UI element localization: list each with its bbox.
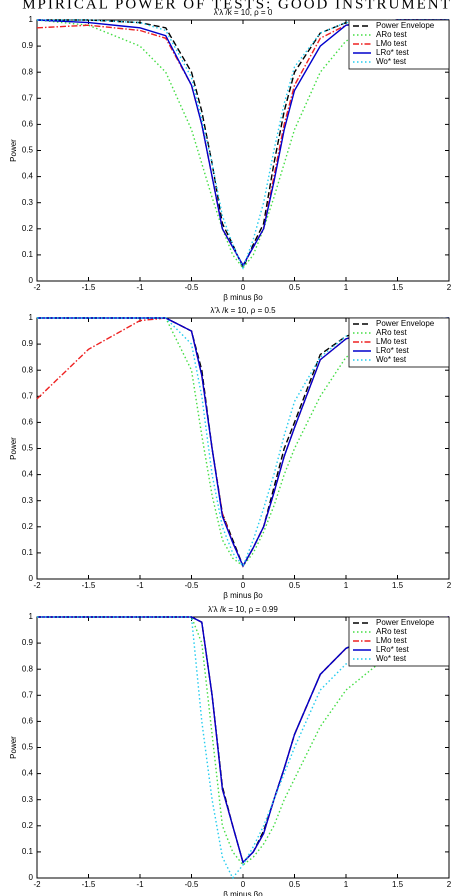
- x-tick-label: 2: [447, 283, 452, 292]
- x-tick-label: 0: [241, 880, 246, 889]
- x-tick-label: 1: [344, 880, 349, 889]
- x-axis-label: β minus βo: [223, 890, 263, 896]
- x-tick-label: 1.5: [392, 581, 404, 590]
- y-tick-label: 1: [29, 15, 34, 24]
- x-tick-label: 0.5: [289, 880, 301, 889]
- y-tick-label: 0.5: [22, 743, 34, 752]
- series-line: [36, 19, 449, 267]
- y-tick-label: 0.9: [22, 339, 34, 348]
- series-line: [37, 19, 449, 270]
- legend-label: ARo test: [376, 328, 407, 337]
- x-tick-label: 1: [344, 283, 349, 292]
- y-tick-label: 0.9: [22, 638, 34, 647]
- legend-box: [348, 317, 450, 368]
- y-tick-label: 0.8: [22, 664, 34, 673]
- legend-label: LMo test: [376, 636, 407, 645]
- y-tick-label: 0.4: [22, 172, 34, 181]
- y-tick-label: 0: [29, 574, 34, 583]
- x-tick-label: -1: [136, 581, 144, 590]
- y-tick-label: 0.6: [22, 717, 34, 726]
- x-tick-label: 0: [241, 283, 246, 292]
- chart-title: λ'λ /k = 10, ρ = 0.99: [208, 605, 278, 614]
- series-line: [37, 19, 449, 270]
- x-tick-label: -2: [33, 283, 41, 292]
- x-tick-label: 2: [447, 581, 452, 590]
- x-tick-label: 1: [344, 581, 349, 590]
- y-tick-label: 0.2: [22, 224, 34, 233]
- y-tick-label: 0.1: [22, 847, 34, 856]
- x-tick-label: -0.5: [185, 880, 199, 889]
- legend-label: LRo* test: [376, 48, 410, 57]
- x-tick-label: -1: [136, 283, 144, 292]
- x-tick-label: 1.5: [392, 283, 404, 292]
- y-tick-label: 0.8: [22, 67, 34, 76]
- legend-label: Power Envelope: [376, 618, 435, 627]
- y-tick-label: 0.3: [22, 496, 34, 505]
- y-tick-label: 0.7: [22, 391, 34, 400]
- x-axis-label: β minus βo: [223, 293, 263, 302]
- legend-label: Wo* test: [376, 654, 407, 663]
- x-tick-label: 2: [447, 880, 452, 889]
- y-tick-label: 0.3: [22, 198, 34, 207]
- legend-label: LMo test: [376, 39, 407, 48]
- x-tick-label: -0.5: [185, 283, 199, 292]
- x-tick-label: -1: [136, 880, 144, 889]
- y-tick-label: 0.4: [22, 769, 34, 778]
- y-tick-label: 0.5: [22, 444, 34, 453]
- x-tick-label: 0.5: [289, 581, 301, 590]
- legend-label: Power Envelope: [376, 21, 435, 30]
- x-tick-label: -2: [33, 581, 41, 590]
- y-tick-label: 0.2: [22, 522, 34, 531]
- legend-label: LRo* test: [376, 346, 410, 355]
- y-tick-label: 0: [29, 873, 34, 882]
- x-tick-label: -0.5: [185, 581, 199, 590]
- legend-label: LMo test: [376, 337, 407, 346]
- y-tick-label: 0.3: [22, 795, 34, 804]
- y-axis-label: Power: [9, 736, 18, 759]
- y-tick-label: 0.6: [22, 120, 34, 129]
- y-tick-label: 0.7: [22, 93, 34, 102]
- y-tick-label: 1: [29, 612, 34, 621]
- x-axis-label: β minus βo: [223, 591, 263, 600]
- series-line: [37, 317, 450, 568]
- figure-title: MPIRICAL POWER OF TESTS: GOOD INSTRUMENT: [22, 0, 452, 12]
- y-tick-label: 0.9: [22, 41, 34, 50]
- y-tick-label: 0.8: [22, 365, 34, 374]
- y-tick-label: 0.1: [22, 548, 34, 557]
- y-tick-label: 0.7: [22, 690, 34, 699]
- x-tick-label: -1.5: [82, 283, 96, 292]
- legend-label: ARo test: [376, 627, 407, 636]
- x-tick-label: -1.5: [82, 581, 96, 590]
- y-tick-label: 0.4: [22, 470, 34, 479]
- y-tick-label: 0.1: [22, 250, 34, 259]
- x-tick-label: -2: [33, 880, 41, 889]
- series-line: [37, 616, 450, 880]
- x-tick-label: 0.5: [289, 283, 301, 292]
- y-tick-label: 1: [29, 313, 34, 322]
- x-tick-label: 1.5: [392, 880, 404, 889]
- y-tick-label: 0: [29, 276, 34, 285]
- y-tick-label: 0.2: [22, 821, 34, 830]
- y-axis-label: Power: [9, 139, 18, 162]
- chart-title: λ'λ /k = 10, ρ = 0.5: [210, 306, 276, 315]
- legend-label: Wo* test: [376, 57, 407, 66]
- legend-label: Power Envelope: [376, 319, 435, 328]
- x-tick-label: 0: [241, 581, 246, 590]
- y-tick-label: 0.5: [22, 146, 34, 155]
- legend-label: LRo* test: [376, 645, 410, 654]
- legend-label: ARo test: [376, 30, 407, 39]
- chart-title: λ'λ /k = 10, ρ = 0: [214, 8, 273, 17]
- y-tick-label: 0.6: [22, 418, 34, 427]
- x-tick-label: -1.5: [82, 880, 96, 889]
- y-axis-label: Power: [9, 437, 18, 460]
- legend-label: Wo* test: [376, 355, 407, 364]
